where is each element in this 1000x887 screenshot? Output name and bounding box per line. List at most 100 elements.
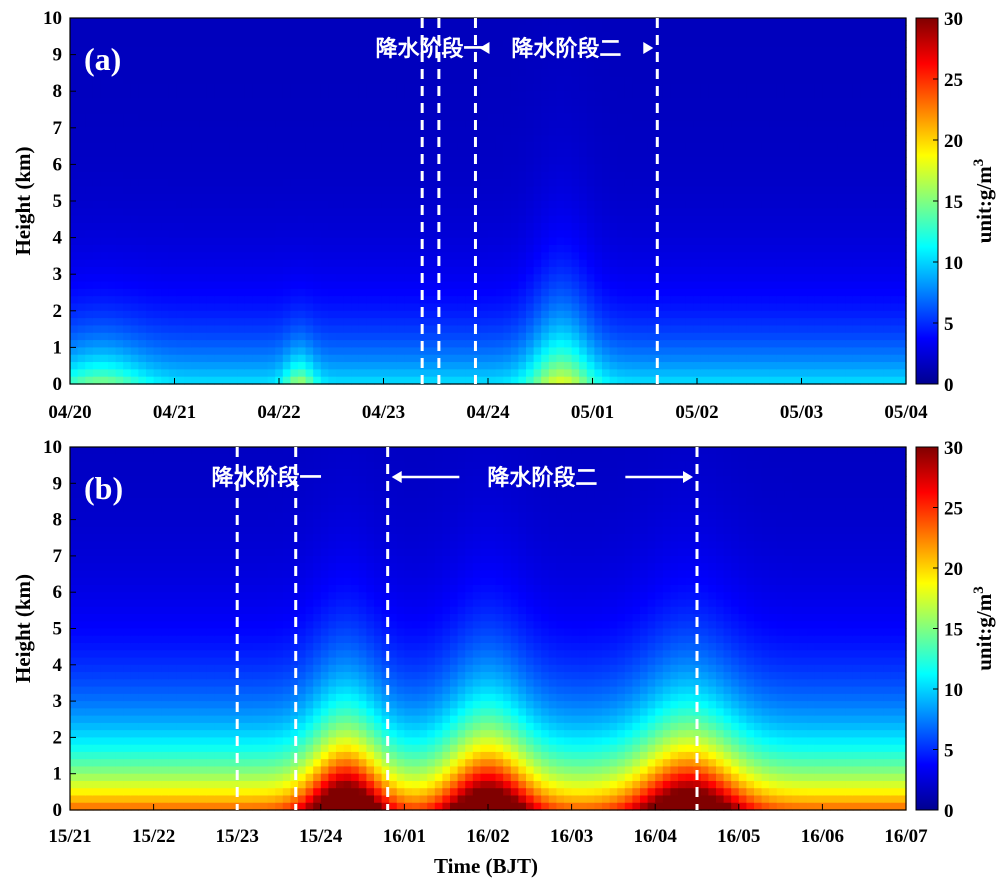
heatmap-cell (738, 376, 747, 385)
heatmap-cell (799, 318, 808, 327)
heatmap-cell (662, 237, 671, 246)
heatmap-cell (229, 208, 238, 217)
heatmap-cell (450, 208, 459, 217)
heatmap-cell (442, 303, 451, 312)
heatmap-cell (655, 266, 664, 275)
heatmap-cell (807, 369, 816, 378)
heatmap-cell (814, 32, 823, 41)
heatmap-cell (389, 171, 398, 180)
heatmap-cell (442, 135, 451, 144)
heatmap-cell (754, 32, 763, 41)
heatmap-cell (381, 376, 390, 385)
heatmap-cell (260, 25, 269, 34)
heatmap-cell (769, 76, 778, 85)
heatmap-cell (564, 215, 573, 224)
heatmap-cell (716, 288, 725, 297)
heatmap-cell (700, 127, 709, 136)
heatmap-cell (807, 347, 816, 356)
heatmap-cell (267, 244, 276, 253)
heatmap-cell (632, 157, 641, 165)
heatmap-cell (92, 318, 101, 327)
heatmap-cell (298, 32, 307, 41)
heatmap-cell (670, 369, 679, 378)
heatmap-cell (670, 259, 679, 268)
heatmap-cell (510, 215, 519, 224)
heatmap-cell (381, 142, 390, 151)
heatmap-cell (769, 120, 778, 129)
heatmap-cell (450, 201, 459, 209)
heatmap-cell (640, 193, 649, 202)
heatmap-cell (115, 222, 124, 231)
heatmap-cell (92, 252, 101, 261)
heatmap-cell (617, 54, 626, 63)
heatmap-cell (427, 259, 436, 268)
heatmap-cell (746, 39, 755, 48)
heatmap-cell (602, 244, 611, 253)
heatmap-cell (222, 318, 231, 327)
heatmap-cell (708, 25, 717, 34)
heatmap-cell (624, 54, 633, 63)
heatmap-cell (822, 18, 831, 26)
heatmap-cell (199, 76, 208, 85)
heatmap-cell (343, 215, 352, 224)
heatmap-cell (807, 193, 816, 202)
heatmap-cell (336, 215, 345, 224)
heatmap-cell (374, 303, 383, 312)
heatmap-cell (776, 54, 785, 63)
heatmap-cell (260, 113, 269, 122)
heatmap-cell (184, 354, 193, 363)
heatmap-cell (351, 340, 360, 348)
heatmap-cell (161, 288, 170, 297)
heatmap-cell (70, 61, 79, 70)
heatmap-cell (632, 340, 641, 348)
heatmap-cell (305, 76, 314, 85)
heatmap-cell (731, 164, 740, 173)
heatmap-cell (594, 296, 603, 305)
heatmap-cell (313, 54, 322, 63)
heatmap-cell (199, 39, 208, 48)
heatmap-cell (799, 135, 808, 144)
heatmap-cell (761, 135, 770, 144)
heatmap-cell (92, 274, 101, 283)
heatmap-cell (77, 47, 86, 56)
heatmap-cell (381, 281, 390, 290)
heatmap-cell (556, 244, 565, 253)
heatmap-cell (723, 54, 732, 63)
heatmap-cell (769, 18, 778, 26)
heatmap-cell (199, 47, 208, 56)
heatmap-cell (267, 61, 276, 70)
heatmap-cell (320, 127, 329, 136)
heatmap-cell (761, 340, 770, 348)
heatmap-cell (708, 193, 717, 202)
heatmap-cell (168, 186, 177, 195)
heatmap-cell (214, 157, 223, 165)
heatmap-cell (108, 259, 117, 268)
heatmap-cell (442, 274, 451, 283)
heatmap-cell (571, 252, 580, 261)
heatmap-cell (374, 237, 383, 246)
heatmap-cell (442, 98, 451, 107)
heatmap-cell (609, 347, 618, 356)
heatmap-cell (92, 208, 101, 217)
heatmap-cell (624, 281, 633, 290)
heatmap-cell (275, 215, 284, 224)
heatmap-cell (336, 186, 345, 195)
heatmap-cell (153, 98, 162, 107)
heatmap-cell (282, 259, 291, 268)
heatmap-cell (640, 252, 649, 261)
heatmap-cell (465, 266, 474, 275)
heatmap-cell (123, 193, 132, 202)
heatmap-cell (267, 91, 276, 100)
heatmap-cell (678, 318, 687, 327)
heatmap-cell (700, 91, 709, 100)
heatmap-cell (548, 32, 557, 41)
heatmap-cell (252, 296, 261, 305)
heatmap-cell (298, 157, 307, 165)
heatmap-cell (237, 252, 246, 261)
heatmap-cell (138, 76, 147, 85)
heatmap-cell (222, 274, 231, 283)
heatmap-cell (579, 259, 588, 268)
heatmap-cell (457, 288, 466, 297)
heatmap-cell (191, 237, 200, 246)
heatmap-cell (229, 369, 238, 378)
